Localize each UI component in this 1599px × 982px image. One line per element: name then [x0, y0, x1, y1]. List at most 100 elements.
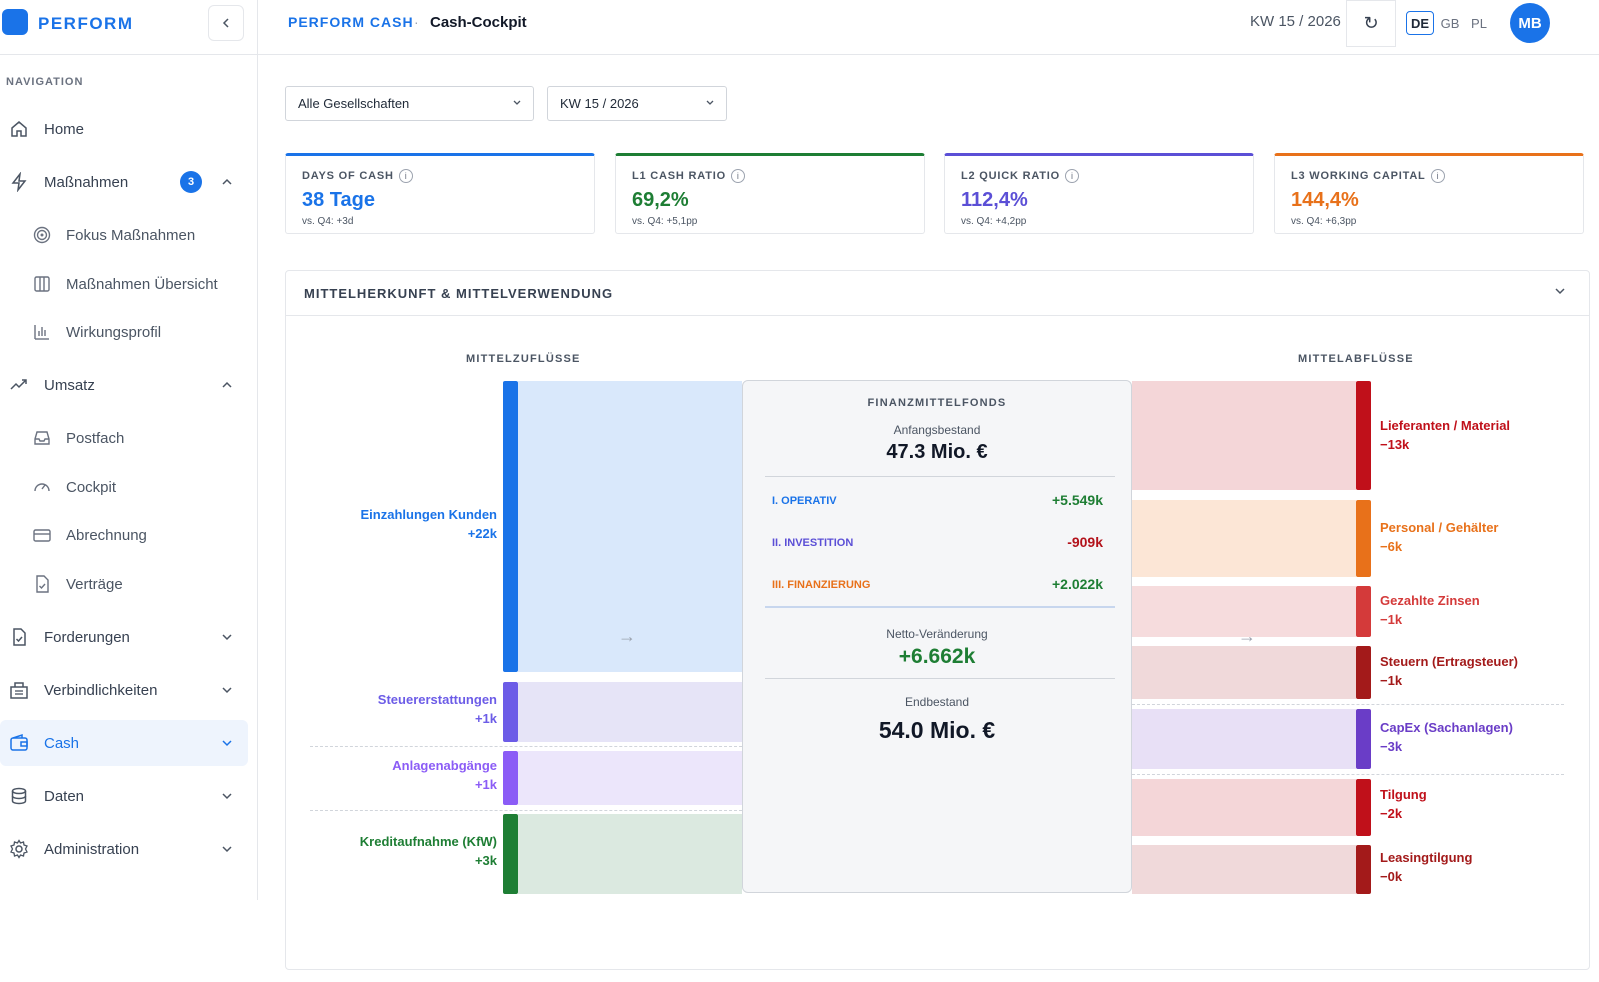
outflow-label: Steuern (Ertragsteuer) −1k [1380, 652, 1518, 690]
sidebar-item-label: Umsatz [44, 376, 95, 394]
chevron-down-icon[interactable] [1553, 284, 1567, 303]
kpi-delta: vs. Q4: +3d [302, 216, 354, 227]
credit-card-icon [32, 525, 52, 545]
inflow-label-name: Anlagenabgänge [392, 758, 497, 773]
sidebar-item-verbindlichkeiten[interactable]: Verbindlichkeiten [0, 667, 248, 713]
language-pl-button[interactable]: PL [1471, 15, 1487, 31]
count-badge: 3 [180, 171, 202, 193]
collapse-sidebar-button[interactable] [208, 5, 244, 41]
sidebar-item-postfach[interactable]: Postfach [0, 415, 248, 461]
inflow-bar[interactable] [503, 814, 518, 894]
inflow-label: Anlagenabgänge +1k [300, 756, 497, 794]
info-icon[interactable]: i [1430, 169, 1445, 183]
kpi-card-l2-quick-ratio: L2 QUICK RATIO i 112,4% vs. Q4: +4,2pp [944, 153, 1254, 234]
sidebar-item-label: Verbindlichkeiten [44, 681, 158, 699]
sidebar-item-wirkungsprofil[interactable]: Wirkungsprofil [0, 309, 248, 355]
sidebar-item-daten[interactable]: Daten [0, 773, 248, 819]
cashflow-panel: MITTELHERKUNFT & MITTELVERWENDUNG [285, 270, 1590, 970]
trending-up-icon [9, 375, 29, 395]
breadcrumb-app[interactable]: PERFORM CASH [288, 14, 414, 30]
kpi-value: 69,2% [632, 189, 689, 211]
inflow-column-title: MITTELZUFLÜSSE [466, 353, 581, 365]
chevron-left-icon [222, 18, 229, 28]
start-label: Anfangsbestand [893, 423, 981, 437]
gauge-icon [32, 477, 52, 497]
receipt-icon [9, 680, 29, 700]
outflow-label-name: Leasingtilgung [1380, 850, 1473, 865]
outflow-bar[interactable] [1356, 845, 1371, 894]
sidebar: PERFORM NAVIGATION Home Maßnahmen 3 Foku… [0, 0, 258, 900]
section-label-investition: II. INVESTITION [772, 537, 854, 549]
kpi-delta: vs. Q4: +4,2pp [961, 216, 1027, 227]
inflow-label-value: +1k [474, 711, 497, 726]
outflow-bar[interactable] [1356, 646, 1371, 699]
target-icon [32, 225, 52, 245]
outflow-label: Leasingtilgung −0k [1380, 848, 1472, 886]
database-icon [9, 786, 29, 806]
panel-header[interactable]: MITTELHERKUNFT & MITTELVERWENDUNG [286, 271, 1589, 316]
sidebar-item-label: Cash [44, 734, 80, 752]
section-value-operativ: +5.549k [1052, 492, 1103, 508]
sidebar-item-fokus-massnahmen[interactable]: Fokus Maßnahmen [0, 212, 248, 258]
chevron-down-icon [511, 96, 523, 111]
brand-logo [2, 9, 28, 35]
kpi-label: L2 QUICK RATIO i [961, 169, 1079, 183]
sidebar-item-label: Postfach [66, 429, 125, 447]
start-value: 47.3 Mio. € [886, 441, 988, 463]
sidebar-item-umsatz[interactable]: Umsatz [0, 362, 248, 408]
outflow-arrow-icon: → [1238, 626, 1256, 646]
brand-area: PERFORM [0, 0, 258, 55]
sidebar-item-massnahmen-uebersicht[interactable]: Maßnahmen Übersicht [0, 261, 248, 307]
outflow-label-name: Gezahlte Zinsen [1380, 593, 1480, 608]
inflow-label: Einzahlungen Kunden +22k [300, 505, 498, 543]
language-gb-button[interactable]: GB [1440, 15, 1460, 31]
kpi-value: 112,4% [961, 189, 1028, 211]
outflow-bar[interactable] [1356, 709, 1371, 769]
week-select[interactable]: KW 15 / 2026 [547, 86, 727, 121]
refresh-button[interactable]: ↻ [1346, 0, 1396, 47]
sidebar-item-abrechnung[interactable]: Abrechnung [0, 512, 248, 558]
outflow-column-title: MITTELABFLÜSSE [1298, 353, 1414, 365]
inflow-band [518, 381, 742, 672]
info-icon[interactable]: i [730, 169, 745, 183]
avatar[interactable]: MB [1510, 3, 1550, 43]
outflow-label: Lieferanten / Material −13k [1380, 416, 1510, 454]
outflow-label-value: −6k [1380, 539, 1403, 554]
outflow-label: CapEx (Sachanlagen) −3k [1380, 718, 1513, 756]
outflow-band [1132, 779, 1356, 836]
kpi-label: DAYS OF CASH i [302, 169, 413, 183]
outflow-label-value: −0k [1380, 869, 1403, 884]
sidebar-item-home[interactable]: Home [0, 106, 248, 152]
outflow-band [1132, 646, 1356, 699]
sidebar-item-forderungen[interactable]: Forderungen [0, 614, 248, 660]
outflow-bar[interactable] [1356, 586, 1371, 637]
net-value: +6.662k [898, 645, 976, 668]
sidebar-item-administration[interactable]: Administration [0, 826, 248, 872]
chevron-up-icon [219, 174, 235, 190]
outflow-bar[interactable] [1356, 500, 1371, 577]
net-label: Netto-Veränderung [886, 627, 988, 641]
outflow-bar[interactable] [1356, 381, 1371, 490]
period-label: KW 15 / 2026 [1250, 13, 1341, 30]
lightning-icon [9, 172, 29, 192]
outflow-bar[interactable] [1356, 779, 1371, 836]
outflow-label-name: Lieferanten / Material [1380, 418, 1511, 433]
sidebar-item-label: Wirkungsprofil [66, 323, 162, 341]
sidebar-item-cash[interactable]: Cash [0, 720, 248, 766]
inflow-bar[interactable] [503, 381, 518, 672]
info-icon[interactable]: i [1065, 169, 1079, 183]
language-de-button[interactable]: DE [1406, 11, 1434, 35]
outflow-band [1132, 709, 1356, 769]
outflow-label-value: −2k [1380, 806, 1403, 821]
inflow-bar[interactable] [503, 751, 518, 805]
chevron-down-icon [219, 682, 235, 698]
company-select[interactable]: Alle Gesellschaften [285, 86, 534, 121]
outflow-label: Gezahlte Zinsen −1k [1380, 591, 1480, 629]
info-icon[interactable]: i [398, 169, 413, 183]
chevron-down-icon [219, 735, 235, 751]
inflow-bar[interactable] [503, 682, 518, 742]
sidebar-item-massnahmen[interactable]: Maßnahmen 3 [0, 159, 248, 205]
nav-heading: NAVIGATION [6, 76, 84, 88]
sidebar-item-vertraege[interactable]: Verträge [0, 561, 248, 607]
sidebar-item-cockpit[interactable]: Cockpit [0, 464, 248, 510]
